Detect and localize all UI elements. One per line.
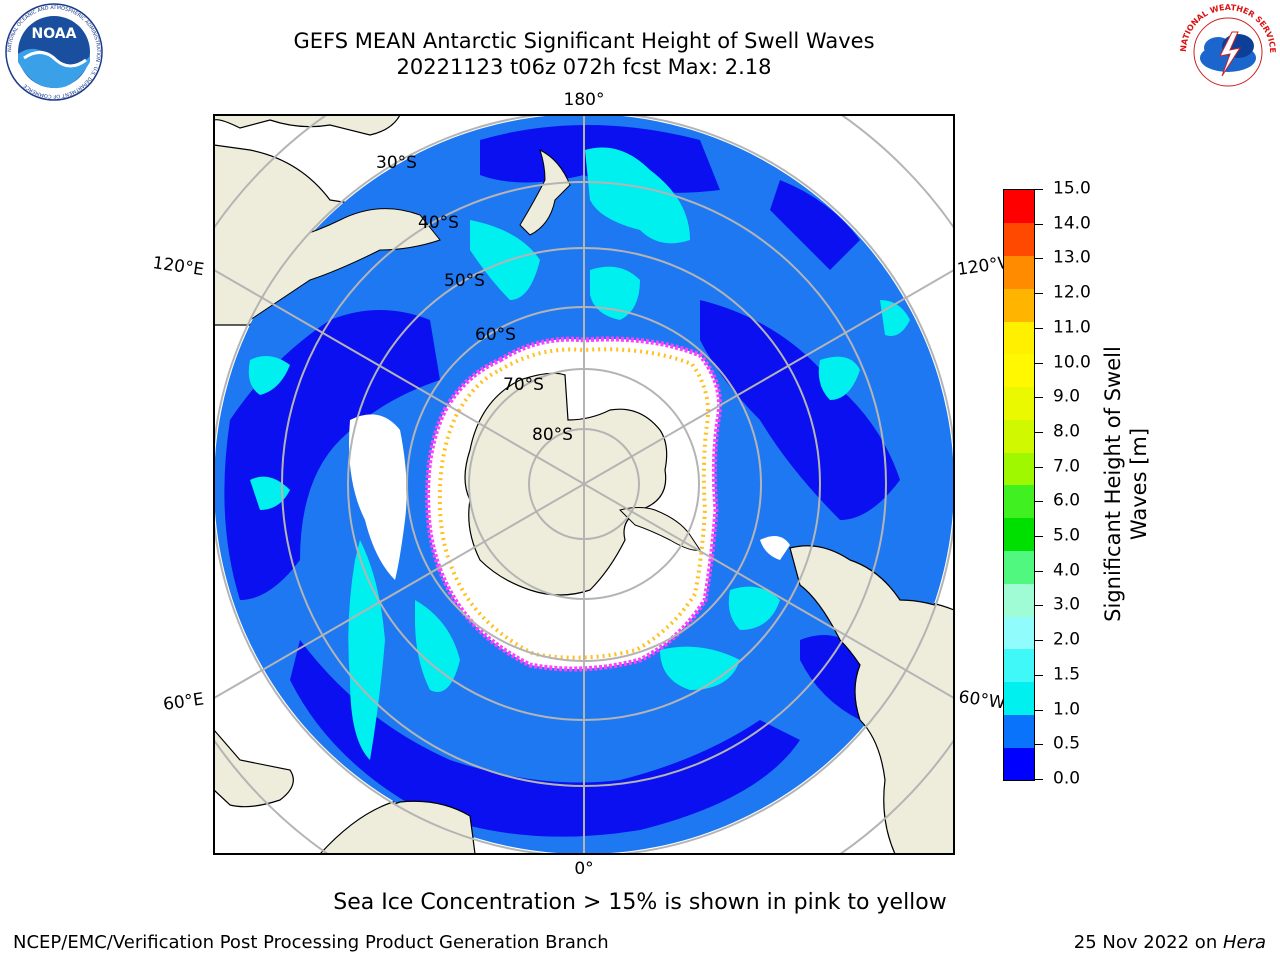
footer-date: 25 Nov 2022 on bbox=[1073, 932, 1223, 953]
footer-host: Hera bbox=[1222, 932, 1266, 953]
colorbar-tick-mark bbox=[1035, 674, 1043, 676]
colorbar-tick-label: 14.0 bbox=[1053, 213, 1091, 234]
colorbar-segment bbox=[1004, 747, 1034, 781]
colorbar-tick-label: 6.0 bbox=[1053, 490, 1081, 511]
footer-right: 25 Nov 2022 on Hera bbox=[1074, 932, 1266, 953]
lat-label-30s: 30°S bbox=[376, 153, 417, 173]
nws-logo: NATIONAL WEATHER SERVICE bbox=[1179, 3, 1277, 100]
colorbar-tick-mark bbox=[1035, 605, 1043, 607]
colorbar-tick-label: 13.0 bbox=[1053, 247, 1091, 268]
high-swell-regions bbox=[248, 147, 910, 760]
colorbar-tick-label: 12.0 bbox=[1053, 282, 1091, 303]
australia bbox=[214, 208, 441, 331]
lat-label-40s: 40°S bbox=[418, 213, 459, 233]
footer-left: NCEP/EMC/Verification Post Processing Pr… bbox=[13, 932, 609, 953]
colorbar-tick-mark bbox=[1035, 640, 1043, 642]
ice-patches bbox=[349, 414, 790, 580]
map-frame bbox=[213, 114, 955, 855]
colorbar-tick-label: 2.0 bbox=[1053, 629, 1081, 650]
lon-label-0: 0° bbox=[574, 859, 593, 879]
colorbar-segment bbox=[1004, 419, 1034, 453]
lon-label-120e: 120°E bbox=[151, 253, 205, 280]
colorbar-segment bbox=[1004, 321, 1034, 355]
colorbar-segment bbox=[1004, 485, 1034, 519]
sea-ice-caption: Sea Ice Concentration > 15% is shown in … bbox=[333, 890, 947, 915]
graticule bbox=[214, 115, 954, 854]
lat-label-60s: 60°S bbox=[475, 325, 516, 345]
colorbar-tick-label: 0.0 bbox=[1053, 768, 1081, 789]
colorbar-tick-label: 9.0 bbox=[1053, 386, 1081, 407]
colorbar-segment bbox=[1004, 714, 1034, 748]
colorbar-tick-mark bbox=[1035, 397, 1043, 399]
colorbar-tick-mark bbox=[1035, 362, 1043, 364]
colorbar-tick-label: 1.0 bbox=[1053, 699, 1081, 720]
lon-label-60e: 60°E bbox=[162, 689, 205, 714]
colorbar-segment bbox=[1004, 616, 1034, 650]
colorbar-tick-mark bbox=[1035, 431, 1043, 433]
colorbar-segment bbox=[1004, 648, 1034, 683]
colorbar-tick-mark bbox=[1035, 327, 1043, 329]
colorbar-tick-mark bbox=[1035, 223, 1043, 225]
lat-label-50s: 50°S bbox=[444, 271, 485, 291]
chart-title-line2: 20221123 t06z 072h fcst Max: 2.18 bbox=[396, 55, 772, 79]
noaa-logo: NOAA NATIONAL OCEANIC AND ATMOSPHERIC AD… bbox=[5, 3, 103, 101]
colorbar-tick-mark bbox=[1035, 501, 1043, 503]
colorbar-tick-mark bbox=[1035, 570, 1043, 572]
colorbar-tick-mark bbox=[1035, 709, 1043, 711]
colorbar-tick-label: 10.0 bbox=[1053, 352, 1091, 373]
colorbar-tick-label: 7.0 bbox=[1053, 456, 1081, 477]
colorbar-tick-mark bbox=[1035, 293, 1043, 295]
colorbar bbox=[1003, 189, 1035, 781]
colorbar-tick-label: 0.5 bbox=[1053, 733, 1081, 754]
colorbar-segment bbox=[1004, 583, 1034, 617]
colorbar-tick-label: 3.0 bbox=[1053, 594, 1081, 615]
colorbar-segment bbox=[1004, 222, 1034, 257]
new-zealand bbox=[519, 149, 571, 236]
colorbar-segment bbox=[1004, 550, 1034, 584]
lon-label-180: 180° bbox=[564, 90, 605, 110]
lon-label-60w: 60°W bbox=[957, 687, 1006, 713]
lat-label-70s: 70°S bbox=[503, 375, 544, 395]
colorbar-tick-mark bbox=[1035, 466, 1043, 468]
colorbar-segment bbox=[1004, 681, 1034, 715]
colorbar-segments bbox=[1004, 190, 1034, 781]
colorbar-tick-mark bbox=[1035, 536, 1043, 538]
colorbar-tick-label: 4.0 bbox=[1053, 560, 1081, 581]
colorbar-segment bbox=[1004, 353, 1034, 388]
colorbar-tick-label: 11.0 bbox=[1053, 317, 1091, 338]
lat-label-80s: 80°S bbox=[532, 425, 573, 445]
colorbar-segment bbox=[1004, 517, 1034, 552]
colorbar-tick-mark bbox=[1035, 744, 1043, 746]
colorbar-tick-label: 15.0 bbox=[1053, 178, 1091, 199]
colorbar-tick-label: 5.0 bbox=[1053, 525, 1081, 546]
colorbar-segment bbox=[1004, 190, 1034, 224]
colorbar-segment bbox=[1004, 288, 1034, 322]
colorbar-segment bbox=[1004, 452, 1034, 486]
colorbar-title: Significant Height of Swell Waves [m] bbox=[1101, 346, 1151, 622]
colorbar-tick-mark bbox=[1035, 258, 1043, 260]
noaa-logo-text: NOAA bbox=[32, 26, 77, 42]
colorbar-segment bbox=[1004, 386, 1034, 420]
colorbar-tick-mark bbox=[1035, 779, 1043, 780]
colorbar-tick-label: 8.0 bbox=[1053, 421, 1081, 442]
colorbar-segment bbox=[1004, 255, 1034, 289]
colorbar-tick-mark bbox=[1035, 189, 1043, 190]
chart-title-line1: GEFS MEAN Antarctic Significant Height o… bbox=[293, 29, 875, 53]
colorbar-tick-label: 1.5 bbox=[1053, 664, 1081, 685]
